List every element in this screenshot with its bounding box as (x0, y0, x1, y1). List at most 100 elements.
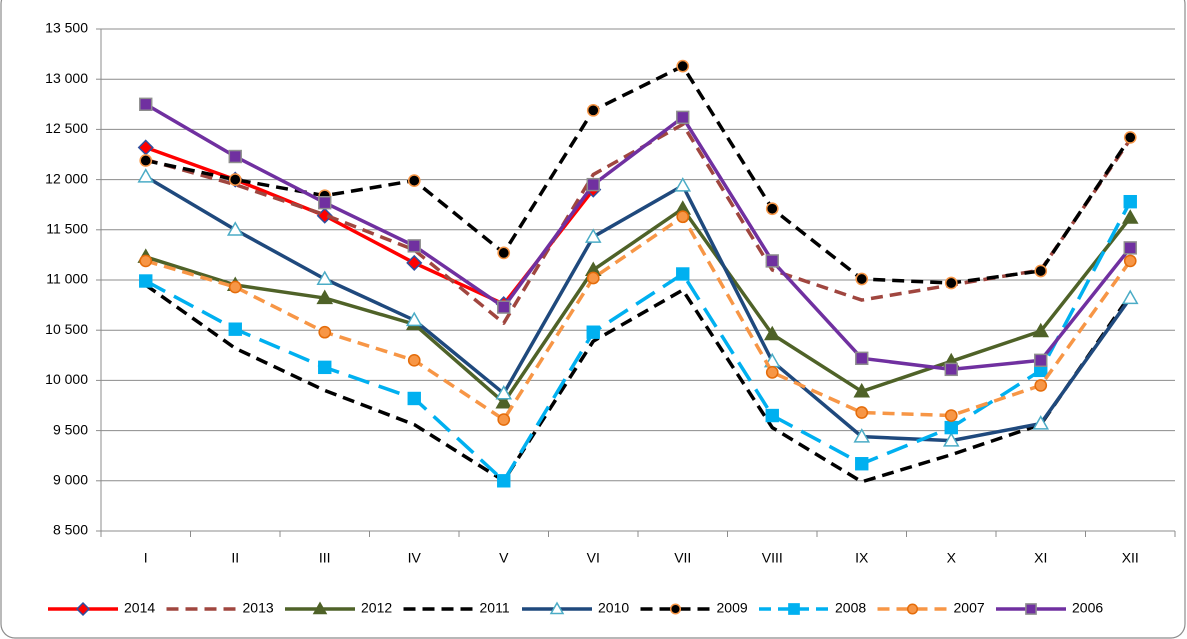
marker (944, 276, 958, 290)
marker (228, 322, 242, 336)
y-tick-label: 9 500 (53, 421, 88, 437)
marker (495, 393, 513, 409)
y-tick-label: 10 500 (45, 321, 88, 337)
marker (316, 270, 334, 285)
marker (139, 274, 153, 288)
y-tick-label: 12 500 (45, 120, 88, 136)
marker (406, 254, 423, 271)
marker (855, 457, 869, 471)
marker (407, 391, 421, 406)
marker (1034, 379, 1048, 392)
legend-label: 2014 (124, 600, 155, 616)
marker (407, 353, 421, 367)
x-tick-label: III (319, 550, 331, 566)
marker (228, 280, 242, 294)
marker (584, 228, 602, 243)
series-line (145, 206, 1132, 405)
marker (676, 210, 690, 224)
marker (1034, 264, 1048, 278)
marker (1121, 209, 1139, 224)
marker (497, 474, 511, 488)
marker (1123, 194, 1137, 209)
marker (139, 97, 153, 111)
marker (586, 103, 600, 117)
series-line (144, 175, 1132, 443)
marker (497, 413, 511, 426)
marker (944, 420, 958, 435)
marker (1034, 353, 1048, 368)
y-tick-label: 10 000 (45, 371, 88, 387)
marker (495, 384, 513, 400)
marker (137, 168, 155, 183)
marker (228, 173, 242, 186)
x-tick-label: VIII (762, 550, 783, 566)
marker (853, 382, 871, 398)
x-tick-label: VII (674, 550, 691, 566)
x-tick-label: IX (855, 550, 869, 566)
marker (407, 239, 421, 253)
marker (228, 149, 242, 164)
marker (942, 432, 960, 447)
x-tick-label: X (947, 550, 957, 566)
marker (1032, 322, 1050, 338)
legend-label: 2008 (835, 600, 866, 616)
marker (75, 601, 91, 617)
marker (676, 110, 690, 125)
marker (944, 409, 958, 422)
marker (312, 601, 328, 615)
series-line (144, 200, 1132, 483)
marker (669, 603, 682, 615)
marker (586, 177, 600, 192)
marker (139, 254, 153, 268)
legend-label: 2007 (954, 600, 985, 616)
marker (855, 272, 869, 286)
marker (1123, 131, 1137, 144)
marker (1025, 603, 1037, 615)
marker (906, 603, 919, 615)
marker (318, 325, 332, 339)
legend-label: 2013 (243, 600, 274, 616)
marker (765, 408, 779, 423)
marker (855, 351, 869, 366)
marker (405, 311, 423, 327)
x-tick-label: XI (1034, 550, 1047, 566)
marker (944, 362, 958, 377)
marker (1123, 254, 1137, 268)
marker (855, 406, 869, 419)
marker (788, 603, 800, 615)
series-line (145, 214, 1132, 422)
marker (853, 428, 871, 443)
marker (316, 289, 334, 305)
marker (765, 254, 779, 268)
marker (407, 174, 421, 187)
y-tick-label: 13 000 (45, 70, 88, 86)
x-tick-label: V (499, 550, 509, 566)
marker (226, 221, 244, 236)
legend-label: 2011 (480, 600, 510, 616)
series-line (144, 102, 1132, 372)
marker (139, 154, 153, 167)
series-line (145, 122, 1132, 325)
legend-label: 2009 (717, 600, 748, 616)
marker (318, 360, 332, 375)
series-line (144, 283, 1132, 484)
x-tick-label: IV (408, 550, 422, 566)
y-tick-label: 12 000 (45, 170, 88, 186)
marker (676, 59, 690, 73)
x-tick-label: I (144, 550, 148, 566)
x-tick-label: XII (1122, 550, 1139, 566)
marker (676, 267, 690, 281)
marker (586, 271, 600, 285)
marker (497, 300, 511, 314)
y-tick-label: 11 500 (46, 221, 88, 237)
y-tick-label: 13 500 (45, 20, 88, 36)
marker (765, 202, 779, 216)
marker (318, 195, 332, 210)
marker (549, 601, 565, 615)
marker (674, 177, 692, 192)
legend-label: 2006 (1072, 600, 1103, 616)
y-tick-label: 9 000 (53, 472, 88, 488)
marker (763, 325, 781, 341)
